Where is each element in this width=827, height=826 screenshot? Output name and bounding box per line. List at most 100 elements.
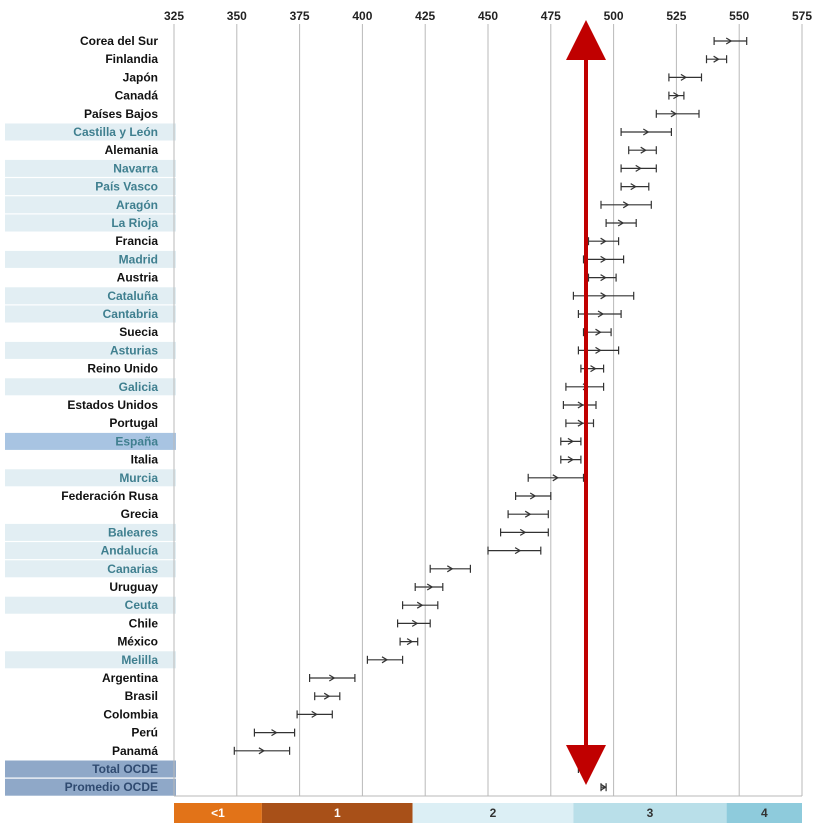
x-tick-label-350: 350 xyxy=(227,9,247,23)
row-label-uruguay: Uruguay xyxy=(109,580,158,594)
row-label-colombia: Colombia xyxy=(103,707,158,721)
ci-marker-canada xyxy=(668,91,685,100)
ci-marker-japon xyxy=(668,73,703,82)
mean-mark xyxy=(713,55,720,63)
row-label-finlandia: Finlandia xyxy=(105,52,158,66)
row-label-aragon: Aragón xyxy=(116,198,158,212)
mean-mark xyxy=(519,528,527,536)
mean-mark xyxy=(635,164,642,172)
mean-mark xyxy=(446,565,454,573)
level-label-3: 3 xyxy=(647,806,654,820)
ci-marker-colombia xyxy=(296,710,333,719)
mean-mark xyxy=(381,656,389,664)
row-label-federacion-rusa: Federación Rusa xyxy=(61,489,158,503)
mean-mark xyxy=(640,146,647,154)
x-tick-label-400: 400 xyxy=(352,9,372,23)
x-tick-label-500: 500 xyxy=(604,9,624,23)
row-band-cataluna xyxy=(5,287,176,305)
row-label-la-rioja: La Rioja xyxy=(111,216,158,230)
x-tick-label-525: 525 xyxy=(666,9,686,23)
ci-marker-espana xyxy=(560,437,582,446)
ci-marker-estados-unidos xyxy=(562,401,597,409)
row-label-asturias: Asturias xyxy=(110,343,158,357)
row-label-galicia: Galicia xyxy=(119,380,159,394)
row-label-paises-bajos: Países Bajos xyxy=(84,107,158,121)
ci-marker-alemania xyxy=(628,146,657,155)
row-label-total-ocde: Total OCDE xyxy=(92,762,158,776)
ci-marker-pais-vasco xyxy=(620,182,650,191)
row-band-espana xyxy=(5,432,176,450)
row-label-espana: España xyxy=(115,434,158,448)
mean-mark xyxy=(514,547,522,555)
row-label-suecia: Suecia xyxy=(119,325,158,339)
mean-mark xyxy=(670,110,678,118)
ci-marker-navarra xyxy=(620,164,657,173)
mean-mark xyxy=(426,583,434,591)
ci-marker-ceuta xyxy=(402,601,439,610)
row-label-corea-del-sur: Corea del Sur xyxy=(80,34,158,48)
row-label-chile: Chile xyxy=(129,616,159,630)
row-label-andalucia: Andalucía xyxy=(101,544,159,558)
level-label-1: 1 xyxy=(334,806,341,820)
x-tick-label-550: 550 xyxy=(729,9,749,23)
ci-marker-murcia xyxy=(527,473,585,482)
mean-mark xyxy=(529,492,537,500)
row-label-murcia: Murcia xyxy=(119,471,158,485)
ci-marker-paises-bajos xyxy=(655,109,700,118)
x-axis-ticks: 325 350 375 400 425 450 475 500 525 550 575 xyxy=(164,9,812,23)
level-segment-1 xyxy=(261,803,413,823)
level-segment-3 xyxy=(573,803,727,823)
ci-marker-total-ocde xyxy=(577,765,590,773)
row-label-madrid: Madrid xyxy=(119,252,158,266)
ci-marker-austria xyxy=(587,273,617,282)
row-label-estados-unidos: Estados Unidos xyxy=(67,398,158,412)
row-label-japon: Japón xyxy=(123,70,158,84)
row-label-brasil: Brasil xyxy=(125,689,158,703)
row-band-cantabria xyxy=(5,305,176,323)
mean-mark xyxy=(552,474,559,482)
ci-marker-chile xyxy=(397,619,431,628)
x-tick-label-325: 325 xyxy=(164,9,184,23)
mean-mark xyxy=(680,73,688,81)
row-label-canada: Canadá xyxy=(115,89,159,103)
level-segment-1 xyxy=(174,803,262,823)
row-label-argentina: Argentina xyxy=(102,671,158,685)
level-segment-4 xyxy=(726,803,802,823)
row-label-navarra: Navarra xyxy=(113,161,158,175)
level-label-1: <1 xyxy=(211,806,225,820)
row-band-promedio-ocde xyxy=(5,778,176,796)
x-tick-label-375: 375 xyxy=(290,9,310,23)
ci-marker-corea-del-sur xyxy=(713,37,748,45)
ci-marker-la-rioja xyxy=(605,219,637,227)
row-highlight-bands xyxy=(5,123,176,796)
row-label-promedio-ocde: Promedio OCDE xyxy=(65,780,158,794)
x-tick-label-425: 425 xyxy=(415,9,435,23)
row-label-ceuta: Ceuta xyxy=(125,598,159,612)
ci-marker-castilla-y-leon xyxy=(620,128,673,136)
row-band-aragon xyxy=(5,196,176,214)
x-tick-label-575: 575 xyxy=(792,9,812,23)
row-label-melilla: Melilla xyxy=(121,653,158,667)
level-label-4: 4 xyxy=(761,806,768,820)
row-label-austria: Austria xyxy=(117,271,159,285)
ci-marker-argentina xyxy=(309,674,356,682)
row-labels: Corea del Sur Finlandia Japón Canadá Países … xyxy=(61,34,158,794)
mean-mark xyxy=(271,729,278,737)
row-band-andalucia xyxy=(5,542,176,560)
row-label-italia: Italia xyxy=(131,453,159,467)
row-band-madrid xyxy=(5,250,176,268)
ci-marker-grecia xyxy=(507,510,549,519)
row-band-la-rioja xyxy=(5,214,176,232)
ci-marker-portugal xyxy=(565,419,595,428)
row-band-ceuta xyxy=(5,596,176,614)
level-label-2: 2 xyxy=(490,806,497,820)
mean-mark xyxy=(617,219,625,227)
proficiency-level-bar: <1 1 2 3 4 xyxy=(174,803,802,823)
ci-marker-baleares xyxy=(500,528,549,537)
row-band-melilla xyxy=(5,651,176,669)
row-label-peru: Perú xyxy=(131,726,158,740)
level-segment-2 xyxy=(412,803,574,823)
mean-mark xyxy=(323,692,331,700)
mean-mark xyxy=(673,92,680,100)
